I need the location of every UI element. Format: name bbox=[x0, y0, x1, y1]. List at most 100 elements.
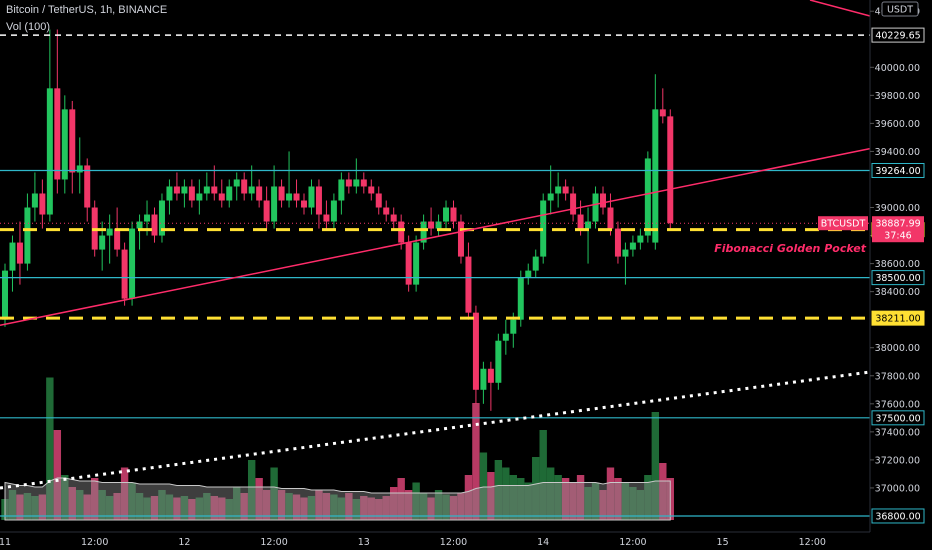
volume-bar bbox=[53, 430, 62, 520]
volume-bar bbox=[382, 496, 390, 520]
volume-bar bbox=[255, 478, 263, 520]
volume-bar bbox=[659, 463, 667, 520]
candle-body bbox=[330, 200, 337, 222]
candle-body bbox=[510, 319, 517, 334]
y-tick-label: 39600.00 bbox=[875, 119, 920, 130]
volume-bar bbox=[180, 496, 189, 520]
candle-body bbox=[226, 186, 233, 201]
volume-bar bbox=[546, 467, 555, 520]
volume-bar bbox=[330, 494, 338, 520]
candle-body bbox=[652, 109, 659, 243]
candle-body bbox=[271, 186, 278, 222]
candle-body bbox=[405, 242, 412, 285]
candle-body bbox=[487, 368, 494, 383]
candle-body bbox=[323, 214, 330, 222]
volume-bar bbox=[449, 496, 458, 520]
price-level-tag-label: 40229.65 bbox=[875, 31, 920, 42]
candle-body bbox=[637, 235, 644, 243]
x-tick-label: 15 bbox=[717, 537, 729, 548]
volume-bar bbox=[524, 482, 532, 520]
candle-body bbox=[480, 368, 487, 390]
candle-body bbox=[31, 193, 38, 208]
candle-body bbox=[472, 312, 479, 390]
volume-bar bbox=[591, 482, 600, 520]
candle-body bbox=[428, 221, 435, 229]
last-price-countdown: 37:46 bbox=[884, 231, 911, 242]
candle-body bbox=[144, 214, 151, 222]
symbol-tag-label: BTCUSDT bbox=[821, 219, 866, 230]
volume-bar bbox=[270, 467, 278, 520]
volume-bar bbox=[517, 478, 525, 520]
candle-body bbox=[547, 193, 554, 201]
candle-body bbox=[241, 179, 248, 194]
candle-body bbox=[383, 207, 390, 215]
volume-bar bbox=[599, 490, 607, 520]
candle-body bbox=[99, 235, 106, 250]
candle-body bbox=[106, 228, 113, 236]
volume-bar bbox=[569, 482, 577, 520]
rising-trendline bbox=[0, 147, 871, 327]
y-tick-label: 39400.00 bbox=[875, 147, 920, 158]
volume-bar bbox=[262, 490, 271, 520]
candle-body bbox=[218, 193, 225, 201]
candle-body bbox=[211, 186, 218, 194]
candle-body bbox=[577, 214, 584, 229]
candle-body bbox=[54, 88, 61, 180]
candle-body bbox=[375, 193, 382, 208]
volume-bar bbox=[464, 475, 473, 520]
volume-bar bbox=[390, 487, 398, 520]
candle-body bbox=[173, 186, 180, 194]
price-level-tag-label: 39264.00 bbox=[875, 166, 920, 177]
volume-bar bbox=[31, 496, 39, 520]
x-tick-label: 12 bbox=[178, 537, 190, 548]
candle-body bbox=[592, 193, 599, 222]
candle-body bbox=[301, 200, 307, 208]
volume-bar bbox=[285, 493, 293, 520]
time-axis: 11 12:00 12 12:00 13 12:00 14 12:00 15 12:00 bbox=[0, 531, 870, 548]
candle-body bbox=[413, 242, 420, 285]
volume-bar bbox=[375, 499, 383, 520]
volume-bar bbox=[576, 475, 585, 520]
candle-body bbox=[9, 242, 16, 271]
volume-bar bbox=[502, 467, 510, 520]
candle-body bbox=[360, 179, 367, 187]
volume-bar bbox=[621, 482, 630, 520]
volume-bar bbox=[419, 493, 428, 520]
x-tick-label: 12:00 bbox=[260, 537, 287, 548]
x-tick-label: 14 bbox=[537, 537, 549, 548]
candle-body bbox=[203, 186, 210, 194]
candle-body bbox=[398, 221, 405, 243]
volume-bar bbox=[412, 482, 420, 520]
chart-title: Bitcoin / TetherUS, 1h, BINANCE bbox=[6, 4, 168, 16]
volume-bar bbox=[300, 497, 308, 520]
candle-body bbox=[293, 193, 300, 201]
candle-body bbox=[600, 193, 606, 208]
volume-bar bbox=[629, 487, 637, 520]
candle-body bbox=[353, 179, 360, 187]
volume-bar bbox=[561, 478, 570, 520]
volume-bar bbox=[651, 412, 660, 520]
dotted-trendline bbox=[0, 370, 871, 490]
volume-bar bbox=[188, 499, 196, 520]
volume-bar bbox=[494, 460, 503, 520]
candle-body bbox=[248, 186, 255, 194]
volume-bar bbox=[427, 497, 435, 520]
candle-body bbox=[286, 193, 293, 201]
candle-body bbox=[420, 221, 427, 243]
candle-body bbox=[614, 228, 621, 257]
x-tick-label: 12:00 bbox=[619, 537, 646, 548]
volume-bar bbox=[61, 475, 69, 520]
candle-body bbox=[450, 207, 457, 222]
y-tick-label: 37000.00 bbox=[875, 483, 920, 494]
volume-bar bbox=[165, 494, 174, 520]
y-tick-label: 37800.00 bbox=[875, 371, 920, 382]
y-tick-label: 38600.00 bbox=[875, 259, 920, 270]
volume-bar bbox=[292, 494, 301, 520]
last-price-value: 38887.99 bbox=[875, 219, 920, 230]
volume-bar bbox=[345, 493, 353, 520]
currency-box bbox=[881, 1, 919, 17]
volume-bar bbox=[135, 493, 144, 520]
x-tick-label: 13 bbox=[358, 537, 370, 548]
candle-body bbox=[540, 200, 547, 257]
